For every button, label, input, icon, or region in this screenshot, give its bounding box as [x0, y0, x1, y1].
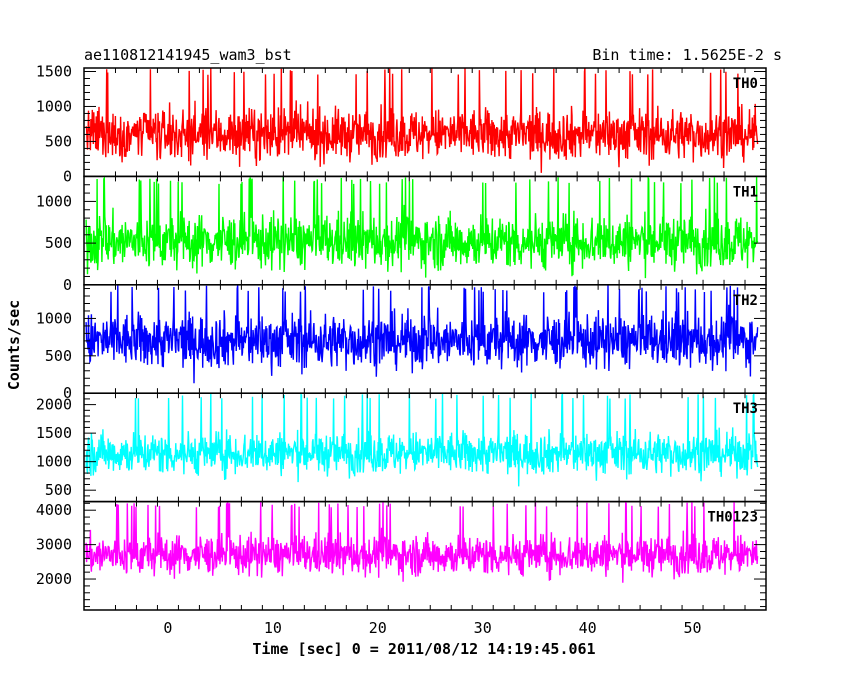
- y-tick-label-th1: 0: [63, 276, 72, 294]
- y-tick-label-th0123: 2000: [36, 570, 72, 588]
- y-tick-label-th0: 1500: [36, 62, 72, 80]
- y-tick-label-th0: 1000: [36, 97, 72, 115]
- series-line-th0123: [85, 500, 759, 583]
- y-tick-label-th0123: 3000: [36, 536, 72, 554]
- series-label-th1: TH1: [733, 184, 758, 200]
- series-label-th2: TH2: [733, 293, 758, 309]
- y-tick-label-th3: 1500: [36, 424, 72, 442]
- header-right-title: Bin time: 1.5625E-2 s: [592, 46, 782, 64]
- series-line-th3: [85, 391, 759, 487]
- y-tick-label-th0123: 4000: [36, 501, 72, 519]
- x-axis-title: Time [sec] 0 = 2011/08/12 14:19:45.061: [252, 640, 595, 658]
- x-tick-label: 50: [684, 619, 702, 637]
- x-tick-label: 30: [474, 619, 492, 637]
- y-tick-label-th2: 500: [45, 347, 72, 365]
- y-tick-label-th1: 500: [45, 234, 72, 252]
- series-label-th0123: TH0123: [707, 510, 758, 526]
- series-line-th0: [85, 68, 759, 173]
- panels-layer: 050010001500TH005001000TH105001000TH2500…: [36, 62, 767, 637]
- series-line-th2: [85, 285, 759, 384]
- y-axis-title: Counts/sec: [5, 300, 23, 390]
- y-tick-label-th2: 0: [63, 384, 72, 402]
- x-tick-label: 0: [163, 619, 172, 637]
- series-line-th1: [85, 175, 759, 279]
- y-tick-label-th0: 500: [45, 132, 72, 150]
- panel-th0123: 2000 3000 4000 TH0123: [36, 500, 767, 611]
- y-tick-label-th0: 0: [63, 167, 72, 185]
- y-tick-label-th3: 2000: [36, 396, 72, 414]
- series-label-th3: TH3: [733, 401, 758, 417]
- y-tick-label-th3: 1000: [36, 453, 72, 471]
- x-tick-label: 20: [369, 619, 387, 637]
- header-left-title: ae110812141945_wam3_bst: [84, 46, 292, 64]
- series-label-th0: TH0: [733, 76, 758, 92]
- x-tick-label: 40: [579, 619, 597, 637]
- y-tick-label-th1: 1000: [36, 192, 72, 210]
- panel-frame-th0123: [83, 500, 767, 611]
- x-tick-label: 10: [264, 619, 282, 637]
- y-tick-label-th2: 1000: [36, 309, 72, 327]
- panel-th3: 500 1000 1500 2000 TH3: [36, 391, 767, 503]
- y-tick-label-th3: 500: [45, 481, 72, 499]
